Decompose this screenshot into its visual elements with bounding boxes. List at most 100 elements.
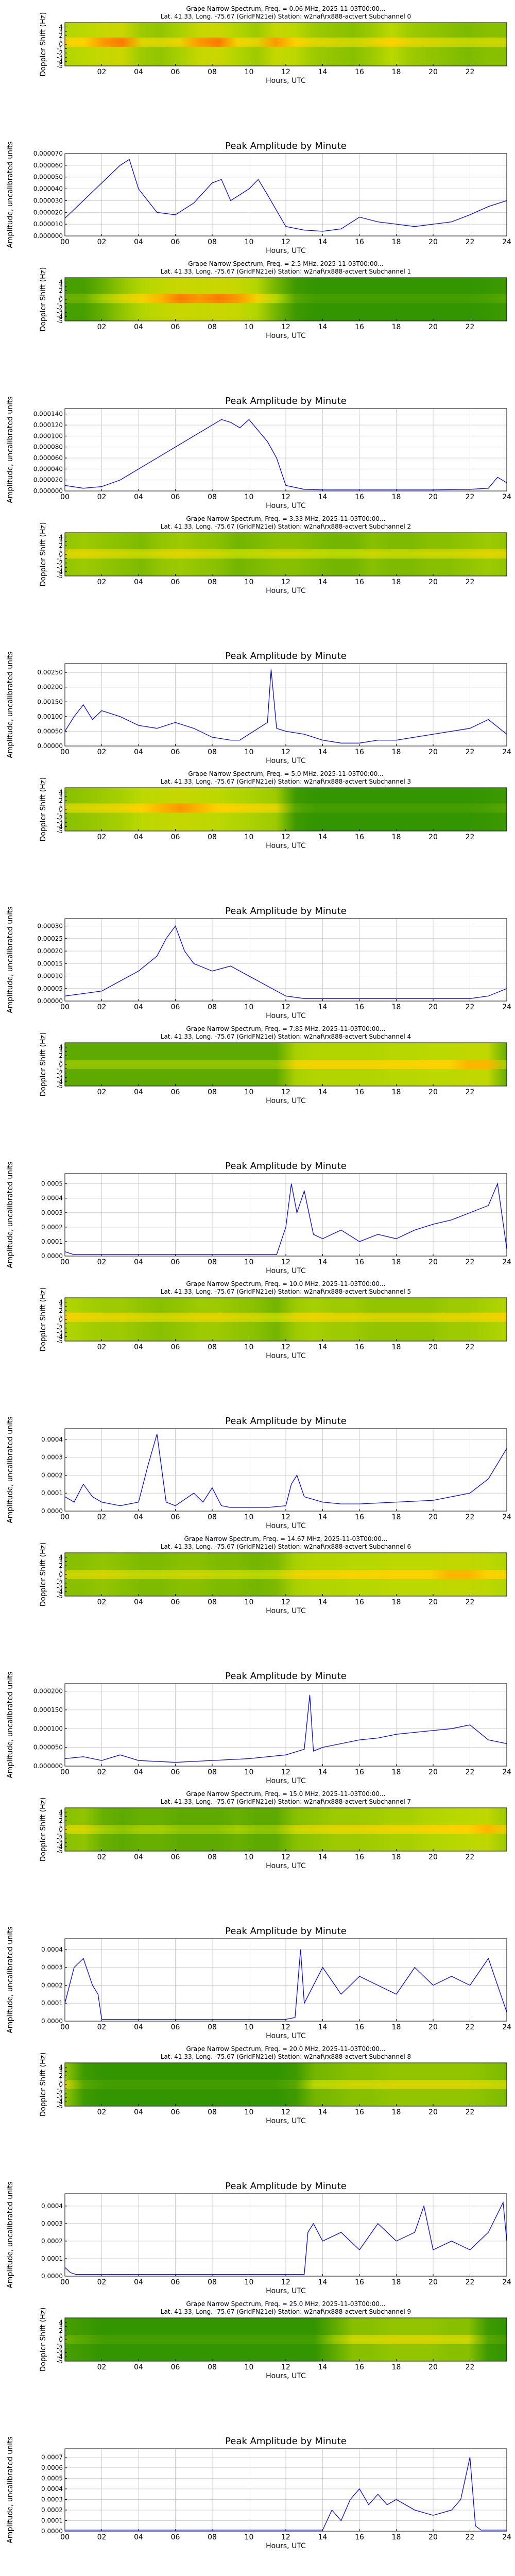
y-tick-label: 0.0007: [41, 2453, 63, 2461]
x-tick-label: 14: [318, 833, 328, 841]
x-tick-label: 20: [428, 2278, 438, 2286]
x-tick-label: 04: [134, 2363, 143, 2371]
y-tick-label: 1: [59, 2332, 63, 2339]
x-tick-label: 12: [281, 493, 290, 501]
x-tick-label: 06: [171, 2278, 180, 2286]
x-tick-label: 14: [318, 1343, 328, 1351]
x-tick-label: 20: [428, 323, 438, 331]
x-tick-label: 18: [392, 833, 401, 841]
y-tick-label: 0.0004: [41, 1436, 63, 1443]
y-tick-label: -1: [57, 1575, 63, 1582]
plot-frame: [64, 1173, 507, 1257]
y-tick-label: -5: [57, 572, 63, 580]
amplitude-panel: Peak Amplitude by Minute 0.000000 0.000050…: [6, 1671, 511, 1785]
y-tick-label: 0.00000: [37, 742, 63, 750]
x-tick-label: 02: [97, 493, 107, 501]
x-tick-label: 16: [355, 1853, 364, 1861]
x-tick-label: 02: [97, 1853, 107, 1861]
spectrum-ylabel: Doppler Shift (Hz): [39, 1798, 47, 1862]
amplitude-panel: Peak Amplitude by Minute 0.0000 0.0001 0.00…: [6, 2181, 511, 2295]
y-tick-label: 4: [59, 2063, 63, 2071]
x-tick-label: 08: [208, 1598, 217, 1606]
amplitude-line: [64, 1949, 507, 2020]
y-tick-label: 2: [59, 1817, 63, 1824]
x-tick-label: 20: [428, 1768, 438, 1776]
y-tick-label: 0.0002: [41, 2506, 63, 2514]
x-tick-label: 14: [318, 1853, 328, 1861]
y-tick-label: -5: [57, 1592, 63, 1600]
y-tick-label: 0.00250: [37, 669, 63, 676]
x-tick-label: 16: [355, 493, 364, 501]
x-tick-label: 18: [392, 578, 401, 586]
y-tick-label: 3: [59, 28, 63, 35]
x-tick-label: 08: [208, 493, 217, 501]
x-tick-label: 16: [355, 2278, 364, 2286]
amplitude-title: Peak Amplitude by Minute: [225, 651, 347, 662]
x-tick-label: 04: [134, 1088, 143, 1096]
amplitude-panel: Peak Amplitude by Minute 0.000000 0.000010…: [6, 141, 511, 255]
x-tick-label: 06: [171, 748, 180, 756]
x-tick-label: 06: [171, 833, 180, 841]
spectrum-title: Grape Narrow Spectrum, Freq. = 0.06 MHz,…: [186, 5, 386, 12]
y-tick-label: 0.00050: [37, 727, 63, 735]
y-tick-label: 0.0003: [41, 1454, 63, 1461]
amplitude-line: [64, 669, 507, 743]
amplitude-panel: Peak Amplitude by Minute 0.00000 0.00050 0.…: [6, 651, 511, 765]
y-tick-label: 2: [59, 32, 63, 39]
x-tick-label: 24: [502, 2278, 511, 2286]
x-tick-label: 04: [134, 1513, 143, 1521]
x-tick-label: 22: [466, 1343, 475, 1351]
spectrum-panel: Grape Narrow Spectrum, Freq. = 3.33 MHz,…: [39, 515, 507, 595]
x-tick-label: 08: [208, 1768, 217, 1776]
y-tick-label: -5: [57, 2103, 63, 2110]
y-tick-label: 0.0003: [41, 1964, 63, 1971]
x-tick-label: 08: [208, 1003, 217, 1011]
y-tick-label: 0.000100: [33, 432, 63, 439]
y-tick-label: 0: [59, 1061, 63, 1068]
x-tick-label: 06: [171, 1853, 180, 1861]
y-tick-label: 0: [59, 296, 63, 303]
x-tick-label: 04: [134, 1258, 143, 1266]
x-tick-label: 08: [208, 1343, 217, 1351]
y-tick-label: 0.00200: [37, 684, 63, 691]
amplitude-xlabel: Hours, UTC: [266, 502, 306, 510]
spectrum-title: Grape Narrow Spectrum, Freq. = 10.0 MHz,…: [186, 1280, 386, 1287]
y-tick-label: -5: [57, 827, 63, 835]
amplitude-xlabel: Hours, UTC: [266, 2032, 306, 2040]
x-tick-label: 16: [355, 2533, 364, 2541]
y-tick-label: -4: [57, 58, 63, 65]
spectrum-ylabel: Doppler Shift (Hz): [39, 1287, 47, 1352]
x-tick-label: 18: [392, 2023, 401, 2031]
y-tick-label: 0.000000: [33, 487, 63, 495]
x-tick-label: 12: [281, 1853, 290, 1861]
plot-frame: [64, 153, 507, 236]
x-tick-label: 22: [466, 578, 475, 586]
y-tick-label: 0.0000: [41, 1507, 63, 1515]
amplitude-title: Peak Amplitude by Minute: [225, 2436, 347, 2447]
x-tick-label: 00: [60, 1513, 70, 1521]
spectrum-subtitle: Lat. 41.33, Long. -75.67 (GridFN21ei) St…: [161, 2308, 411, 2315]
x-tick-label: 24: [502, 2023, 511, 2031]
y-tick-label: -3: [57, 1584, 63, 1591]
x-tick-label: 20: [428, 1513, 438, 1521]
x-tick-label: 22: [466, 2533, 475, 2541]
x-tick-label: 04: [134, 323, 143, 331]
y-tick-label: -1: [57, 555, 63, 562]
amplitude-line: [64, 1182, 507, 1255]
amplitude-title: Peak Amplitude by Minute: [225, 1416, 347, 1427]
y-tick-label: 0.000060: [33, 162, 63, 169]
x-tick-label: 08: [208, 68, 217, 76]
x-tick-label: 14: [318, 748, 328, 756]
x-tick-label: 14: [318, 493, 328, 501]
y-tick-label: -1: [57, 1065, 63, 1072]
x-tick-label: 00: [60, 493, 70, 501]
y-tick-label: 2: [59, 542, 63, 549]
x-tick-label: 06: [171, 1258, 180, 1266]
x-tick-label: 14: [318, 2363, 328, 2371]
x-tick-label: 10: [245, 1003, 254, 1011]
y-tick-label: 0.000050: [33, 174, 63, 181]
x-tick-label: 14: [318, 1598, 328, 1606]
plot-frame: [64, 1428, 507, 1512]
x-tick-label: 02: [97, 833, 107, 841]
x-tick-label: 02: [97, 2533, 107, 2541]
